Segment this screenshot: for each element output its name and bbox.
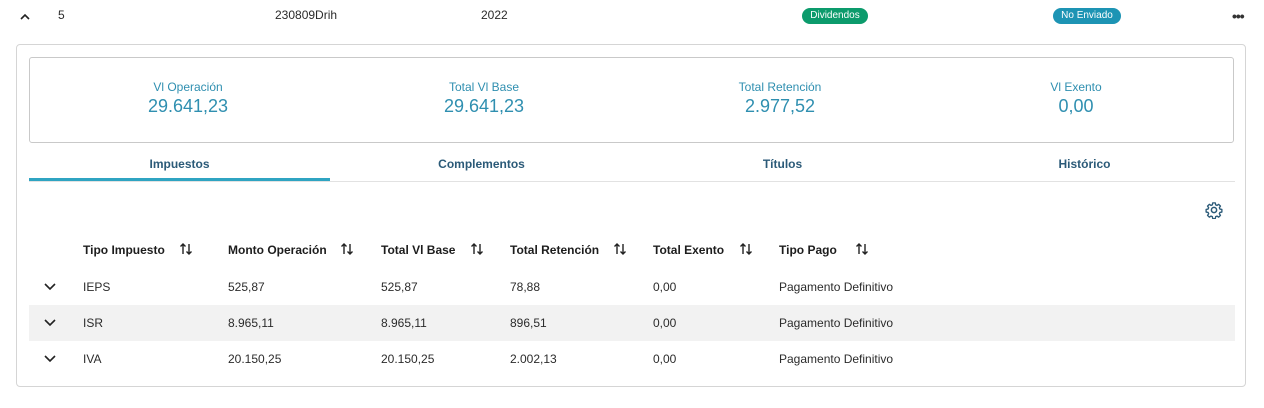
cell-total-vl-base: 8.965,11 [381, 316, 427, 330]
status-badge: No Enviado [1053, 8, 1121, 24]
type-badge: Dividendos [802, 8, 868, 24]
sort-icon[interactable] [613, 242, 627, 256]
col-total-vl-base[interactable]: Total Vl Base [381, 243, 456, 257]
summary-label: Vl Exento [1050, 80, 1102, 94]
summary-label: Total Retención [738, 80, 822, 94]
summary-box: Vl Operación 29.641,23 Total Vl Base 29.… [29, 57, 1234, 143]
table-row[interactable]: ISR 8.965,11 8.965,11 896,51 0,00 Pagame… [29, 305, 1235, 341]
chevron-up-icon[interactable] [18, 10, 32, 24]
cell-total-retencion: 2.002,13 [510, 352, 557, 366]
cell-monto-operacion: 8.965,11 [228, 316, 274, 330]
cell-tipo-impuesto: ISR [83, 316, 104, 330]
col-tipo-pago[interactable]: Tipo Pago [779, 243, 837, 257]
sort-icon[interactable] [855, 242, 869, 256]
summary-label: Total Vl Base [448, 80, 520, 94]
tab-historico[interactable]: Histórico [1058, 157, 1111, 171]
cell-monto-operacion: 525,87 [228, 280, 265, 294]
chevron-down-icon[interactable] [43, 281, 57, 293]
table-header: Tipo Impuesto Monto Operación Total Vl B… [29, 237, 1235, 267]
cell-tipo-impuesto: IVA [83, 352, 102, 366]
summary-label: Vl Operación [153, 80, 223, 94]
summary-operacion: Vl Operación 29.641,23 [68, 80, 308, 117]
cell-total-exento: 0,00 [653, 316, 677, 330]
cell-total-exento: 0,00 [653, 352, 677, 366]
more-icon[interactable]: ••• [1232, 8, 1245, 24]
chevron-down-icon[interactable] [43, 317, 57, 329]
tab-complementos[interactable]: Complementos [438, 157, 525, 171]
sort-icon[interactable] [340, 242, 354, 256]
summary-value: 29.641,23 [443, 96, 525, 116]
record-year: 2022 [481, 8, 508, 22]
tab-impuestos[interactable]: Impuestos [29, 151, 330, 181]
summary-value: 0,00 [1058, 96, 1094, 116]
col-tipo-impuesto[interactable]: Tipo Impuesto [83, 243, 165, 257]
col-total-exento[interactable]: Total Exento [653, 243, 725, 257]
cell-tipo-pago: Pagamento Definitivo [779, 280, 894, 294]
sort-icon[interactable] [470, 242, 484, 256]
record-index: 5 [58, 8, 65, 22]
summary-value: 2.977,52 [744, 96, 816, 116]
chevron-down-icon[interactable] [43, 353, 57, 365]
cell-total-exento: 0,00 [653, 280, 677, 294]
cell-tipo-pago: Pagamento Definitivo [779, 352, 894, 366]
cell-total-vl-base: 20.150,25 [381, 352, 435, 366]
table-row[interactable]: IEPS 525,87 525,87 78,88 0,00 Pagamento … [29, 269, 1235, 305]
tab-titulos[interactable]: Títulos [762, 157, 803, 171]
cell-total-retencion: 896,51 [510, 316, 547, 330]
summary-exento: Vl Exento 0,00 [956, 80, 1196, 117]
summary-value: 29.641,23 [147, 96, 229, 116]
cell-tipo-pago: Pagamento Definitivo [779, 316, 894, 330]
record-row[interactable]: 5 230809Drih 2022 Dividendos No Enviado … [0, 0, 1264, 34]
cell-tipo-impuesto: IEPS [83, 280, 111, 294]
table-row[interactable]: IVA 20.150,25 20.150,25 2.002,13 0,00 Pa… [29, 341, 1235, 377]
sort-icon[interactable] [179, 242, 193, 256]
sort-icon[interactable] [739, 242, 753, 256]
cell-total-retencion: 78,88 [510, 280, 541, 294]
detail-panel: Vl Operación 29.641,23 Total Vl Base 29.… [16, 44, 1246, 387]
record-document: 230809Drih [275, 8, 338, 22]
gear-icon[interactable] [1205, 201, 1223, 219]
col-total-retencion[interactable]: Total Retención [510, 243, 600, 257]
cell-total-vl-base: 525,87 [381, 280, 418, 294]
col-monto-operacion[interactable]: Monto Operación [228, 243, 327, 257]
summary-retencion: Total Retención 2.977,52 [660, 80, 900, 117]
cell-monto-operacion: 20.150,25 [228, 352, 282, 366]
tab-bar: Impuestos Complementos Títulos Histórico [29, 151, 1235, 182]
summary-base: Total Vl Base 29.641,23 [364, 80, 604, 117]
